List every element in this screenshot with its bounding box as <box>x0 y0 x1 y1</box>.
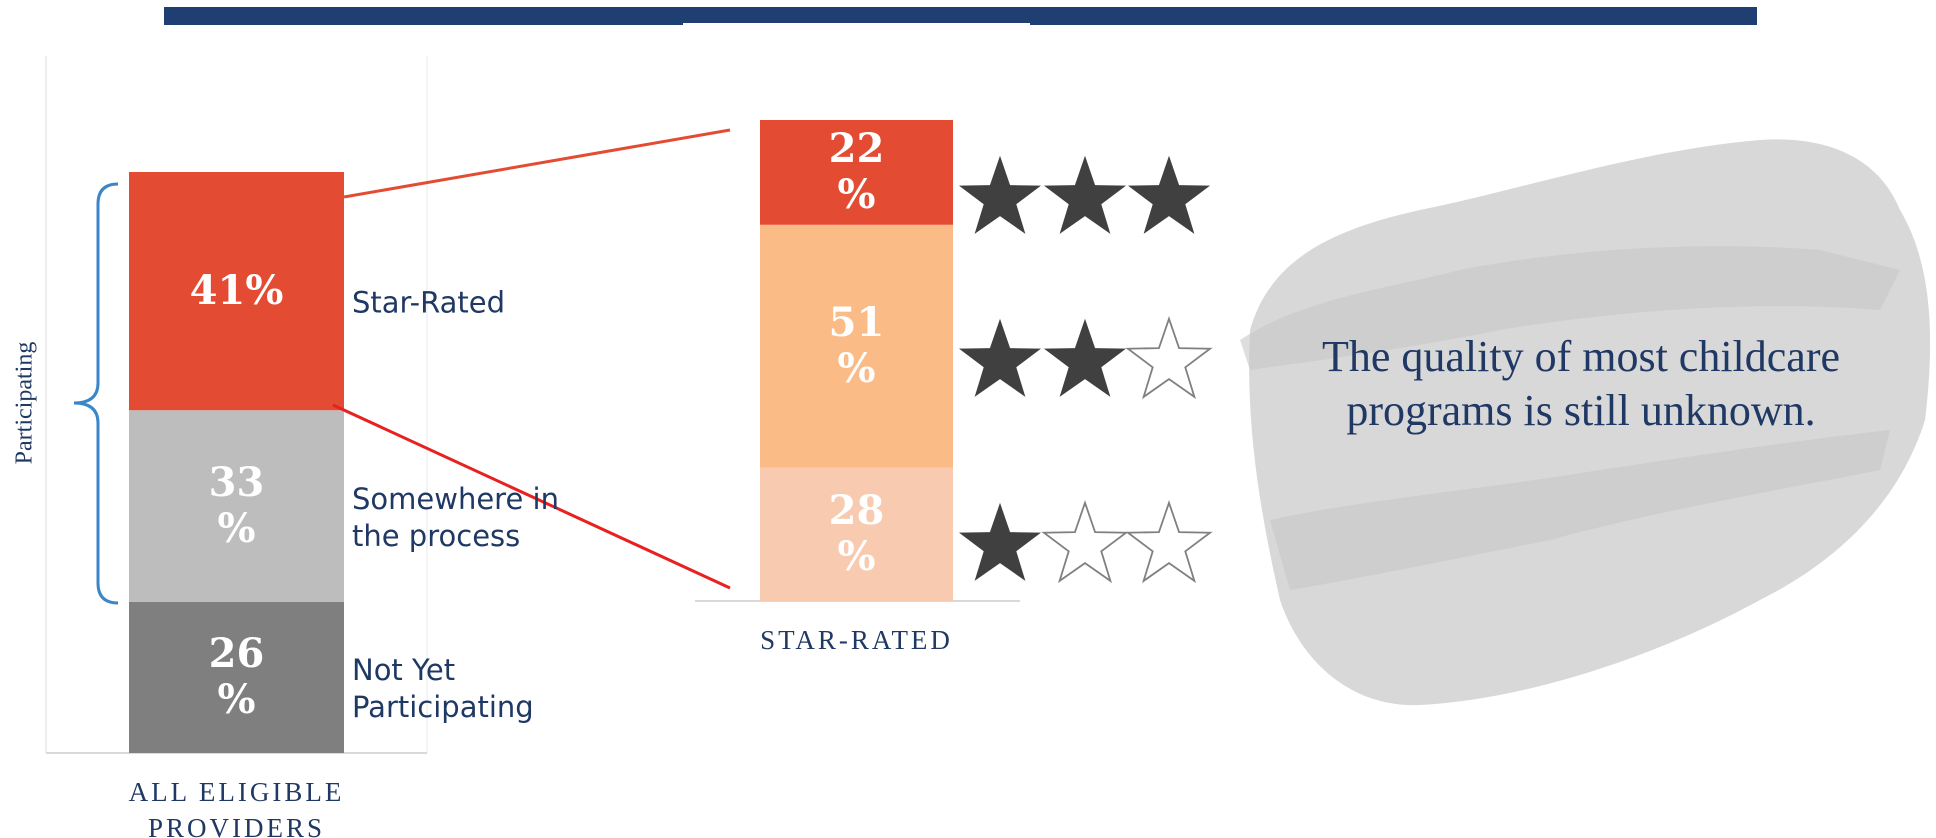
star-filled <box>1044 156 1126 234</box>
participating-brace <box>74 184 118 603</box>
star-filled <box>959 503 1041 581</box>
segment-label: Not Yet Participating <box>352 652 567 726</box>
star-empty <box>1128 503 1210 581</box>
star-filled <box>1044 319 1126 397</box>
star-empty <box>1044 503 1126 581</box>
star-empty <box>1128 319 1210 397</box>
value-label: 26 % <box>209 631 265 723</box>
star-row <box>959 319 1210 397</box>
value-label: 22 % <box>829 126 885 218</box>
star-row <box>959 156 1210 234</box>
star-filled <box>959 156 1041 234</box>
segment-label: Somewhere in the process <box>352 481 567 555</box>
star-row <box>959 503 1210 581</box>
category-label: ALL ELIGIBLE PROVIDERS <box>117 774 357 838</box>
page: Participating The quality of most childc… <box>0 0 1936 838</box>
value-label: 33 % <box>209 460 265 552</box>
segment-label: Star-Rated <box>352 285 567 322</box>
category-label: STAR-RATED <box>737 622 977 658</box>
callout-text: The quality of most childcare programs i… <box>1321 330 1841 438</box>
header-band <box>164 7 1757 25</box>
star-filled <box>1128 156 1210 234</box>
star-filled <box>959 319 1041 397</box>
value-label: 41% <box>190 268 284 314</box>
value-label: 28 % <box>829 488 885 580</box>
value-label: 51 % <box>829 300 885 392</box>
connector-line <box>344 130 730 197</box>
header-notch <box>683 23 1030 26</box>
annotation: Participating <box>12 342 39 465</box>
